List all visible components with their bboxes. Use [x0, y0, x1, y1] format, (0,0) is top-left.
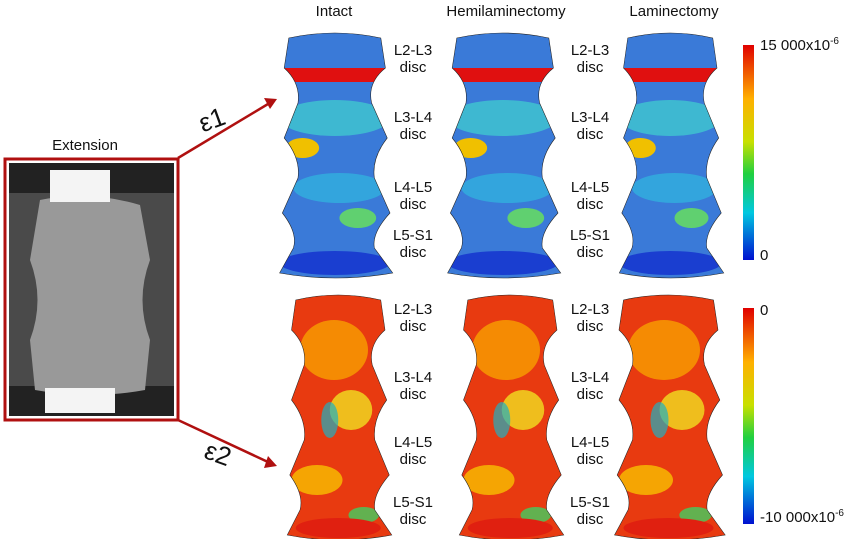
disc-label: L5-S1 — [393, 494, 433, 511]
disc-label: disc — [577, 451, 604, 468]
disc-label: L4-L5 — [394, 434, 432, 451]
disc-label: L3-L4 — [571, 109, 609, 126]
disc-label: disc — [577, 59, 604, 76]
strain-maps — [275, 33, 726, 539]
disc-label: L2-L3 — [571, 301, 609, 318]
colorbar-min-label: 0 — [760, 247, 768, 264]
disc-label: L4-L5 — [394, 179, 432, 196]
disc-label: L4-L5 — [571, 179, 609, 196]
colorbar-max-label: 15 000x10-6 — [760, 36, 839, 54]
colorbar-max-label: 0 — [760, 302, 768, 319]
disc-label: disc — [400, 318, 427, 335]
disc-label: disc — [577, 318, 604, 335]
disc-label: disc — [400, 196, 427, 213]
column-title: Hemilaminectomy — [446, 3, 566, 20]
disc-label: L2-L3 — [394, 301, 432, 318]
disc-label: disc — [577, 196, 604, 213]
colorbar — [743, 45, 754, 260]
disc-label: L3-L4 — [394, 369, 432, 386]
disc-label: disc — [400, 511, 427, 528]
disc-label: disc — [400, 126, 427, 143]
disc-label: L4-L5 — [571, 434, 609, 451]
disc-label: L2-L3 — [571, 42, 609, 59]
column-title: Intact — [316, 3, 354, 20]
arrows — [177, 98, 277, 468]
strain-symbol: ε1 — [195, 101, 230, 138]
strain-symbol: ε2 — [201, 435, 236, 472]
column-title: Laminectomy — [629, 3, 719, 20]
disc-labels: L2-L3discL3-L4discL4-L5discL5-S1discL2-L… — [393, 42, 610, 528]
colorbar-min-label: -10 000x10-6 — [760, 508, 844, 526]
disc-label: L3-L4 — [571, 369, 609, 386]
disc-label: disc — [400, 386, 427, 403]
disc-label: L5-S1 — [393, 227, 433, 244]
disc-label: disc — [577, 126, 604, 143]
colorbar — [743, 308, 754, 524]
disc-label: disc — [577, 511, 604, 528]
disc-label: L5-S1 — [570, 494, 610, 511]
disc-label: disc — [400, 451, 427, 468]
disc-label: disc — [400, 244, 427, 261]
photo-label: Extension — [52, 137, 118, 154]
disc-label: L3-L4 — [394, 109, 432, 126]
disc-label: disc — [577, 386, 604, 403]
disc-label: L5-S1 — [570, 227, 610, 244]
disc-label: L2-L3 — [394, 42, 432, 59]
disc-label: disc — [400, 59, 427, 76]
disc-label: disc — [577, 244, 604, 261]
photo — [9, 163, 174, 416]
